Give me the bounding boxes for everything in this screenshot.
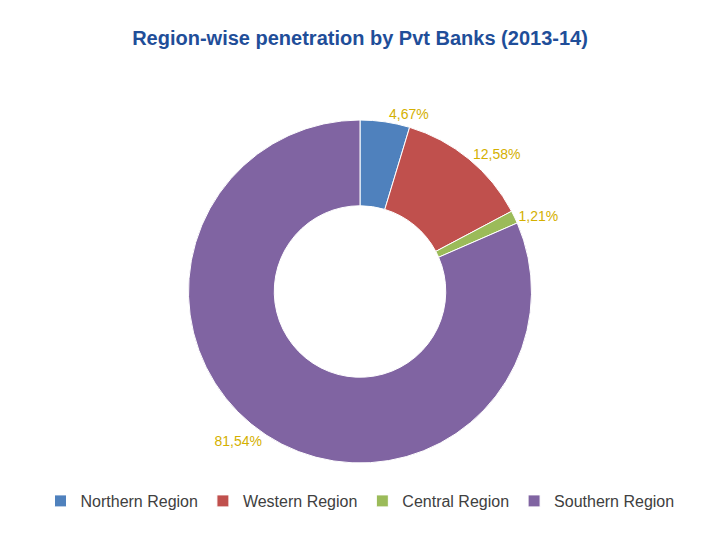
svg-text:1,21%: 1,21% bbox=[519, 208, 559, 224]
svg-text:Western Region: Western Region bbox=[243, 493, 357, 510]
svg-text:Southern Region: Southern Region bbox=[554, 493, 674, 510]
svg-text:Region-wise penetration by Pvt: Region-wise penetration by Pvt Banks (20… bbox=[132, 27, 588, 49]
svg-text:81,54%: 81,54% bbox=[215, 433, 262, 449]
svg-text:12,58%: 12,58% bbox=[473, 146, 520, 162]
svg-text:Central Region: Central Region bbox=[402, 493, 509, 510]
svg-text:4,67%: 4,67% bbox=[389, 106, 429, 122]
svg-text:Northern Region: Northern Region bbox=[81, 493, 198, 510]
